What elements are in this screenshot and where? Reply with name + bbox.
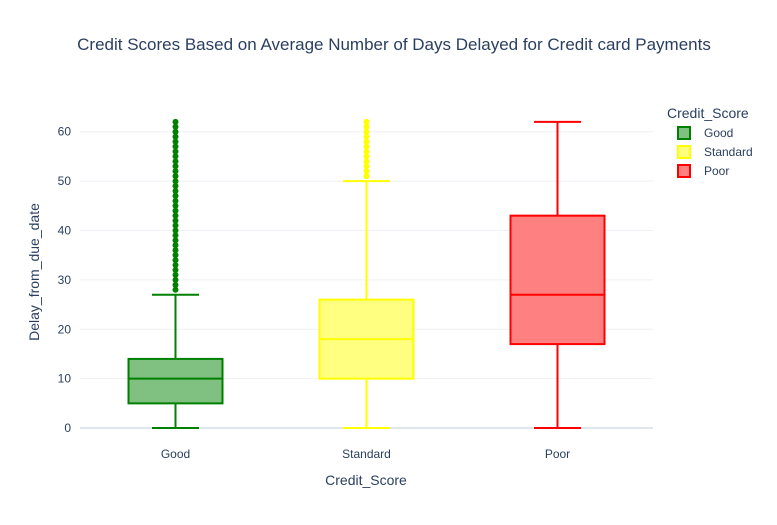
legend-title: Credit_Score xyxy=(667,105,749,121)
outlier-point-good xyxy=(172,148,179,155)
outlier-point-good xyxy=(172,212,179,219)
y-tick-label-20: 20 xyxy=(58,322,72,336)
outlier-point-good xyxy=(172,168,179,175)
outlier-point-standard xyxy=(363,153,370,160)
outlier-point-standard xyxy=(363,168,370,175)
outlier-point-good xyxy=(172,187,179,194)
outlier-point-good xyxy=(172,227,179,234)
outlier-point-good xyxy=(172,286,179,293)
outlier-point-good xyxy=(172,153,179,160)
outlier-point-good xyxy=(172,133,179,140)
y-tick-label-50: 50 xyxy=(58,174,72,188)
outlier-point-standard xyxy=(363,128,370,135)
outlier-point-good xyxy=(172,217,179,224)
y-tick-label-60: 60 xyxy=(58,125,72,139)
outlier-point-good xyxy=(172,202,179,209)
box-body-poor xyxy=(509,214,606,346)
outlier-point-good xyxy=(172,197,179,204)
outlier-point-good xyxy=(172,232,179,239)
legend-swatch-standard xyxy=(677,145,691,159)
outlier-point-good xyxy=(172,281,179,288)
outlier-point-good xyxy=(172,183,179,190)
y-axis-title: Delay_from_due_date xyxy=(26,203,42,341)
outlier-point-standard xyxy=(363,133,370,140)
outlier-point-good xyxy=(172,163,179,170)
y-tick-label-40: 40 xyxy=(58,223,72,237)
outlier-point-good xyxy=(172,158,179,165)
outlier-point-good xyxy=(172,252,179,259)
chart-title: Credit Scores Based on Average Number of… xyxy=(77,35,711,54)
legend-item-standard: Standard xyxy=(677,145,753,159)
box-poor xyxy=(509,120,606,430)
outlier-point-good xyxy=(172,118,179,125)
x-tick-label-standard: Standard xyxy=(342,447,391,461)
box-good xyxy=(127,118,224,430)
outlier-point-good xyxy=(172,173,179,180)
y-tick-label-30: 30 xyxy=(58,273,72,287)
legend-label-standard: Standard xyxy=(704,145,753,159)
outlier-point-good xyxy=(172,192,179,199)
outlier-point-standard xyxy=(363,118,370,125)
outlier-point-good xyxy=(172,237,179,244)
box-body-good xyxy=(127,357,224,405)
box-plots xyxy=(127,118,606,430)
outlier-point-good xyxy=(172,276,179,283)
x-tick-label-good: Good xyxy=(161,447,190,461)
outlier-point-standard xyxy=(363,158,370,165)
outlier-point-good xyxy=(172,178,179,185)
legend: Credit_Score Good Standard Poor xyxy=(667,105,753,178)
legend-item-good: Good xyxy=(677,126,733,140)
outlier-point-standard xyxy=(363,163,370,170)
outlier-point-good xyxy=(172,123,179,130)
outlier-point-standard xyxy=(363,123,370,130)
outlier-point-good xyxy=(172,267,179,273)
x-tick-label-poor: Poor xyxy=(545,447,570,461)
y-tick-label-10: 10 xyxy=(58,372,72,386)
legend-label-good: Good xyxy=(704,126,733,140)
box-standard xyxy=(318,118,415,430)
outlier-point-standard xyxy=(363,143,370,150)
outlier-point-standard xyxy=(363,148,370,155)
legend-swatch-good xyxy=(677,126,691,140)
outlier-point-good xyxy=(172,262,179,269)
outlier-point-good xyxy=(172,207,179,214)
x-axis-title: Credit_Score xyxy=(325,472,407,488)
outlier-point-good xyxy=(172,271,179,278)
outlier-point-good xyxy=(172,143,179,150)
outlier-point-standard xyxy=(363,138,370,145)
y-axis-ticks: 0 10 20 30 40 50 60 xyxy=(58,125,72,435)
outlier-point-good xyxy=(172,247,179,254)
legend-label-poor: Poor xyxy=(704,164,729,178)
outlier-point-good xyxy=(172,138,179,145)
outlier-point-standard xyxy=(363,173,370,180)
outlier-point-good xyxy=(172,257,179,264)
y-tick-label-0: 0 xyxy=(64,421,71,435)
outlier-point-good xyxy=(172,242,179,249)
outlier-point-good xyxy=(172,222,179,229)
outlier-point-good xyxy=(172,128,179,135)
legend-swatch-poor xyxy=(677,164,691,178)
legend-item-poor: Poor xyxy=(677,164,729,178)
x-axis-ticks: Good Standard Poor xyxy=(161,447,570,461)
